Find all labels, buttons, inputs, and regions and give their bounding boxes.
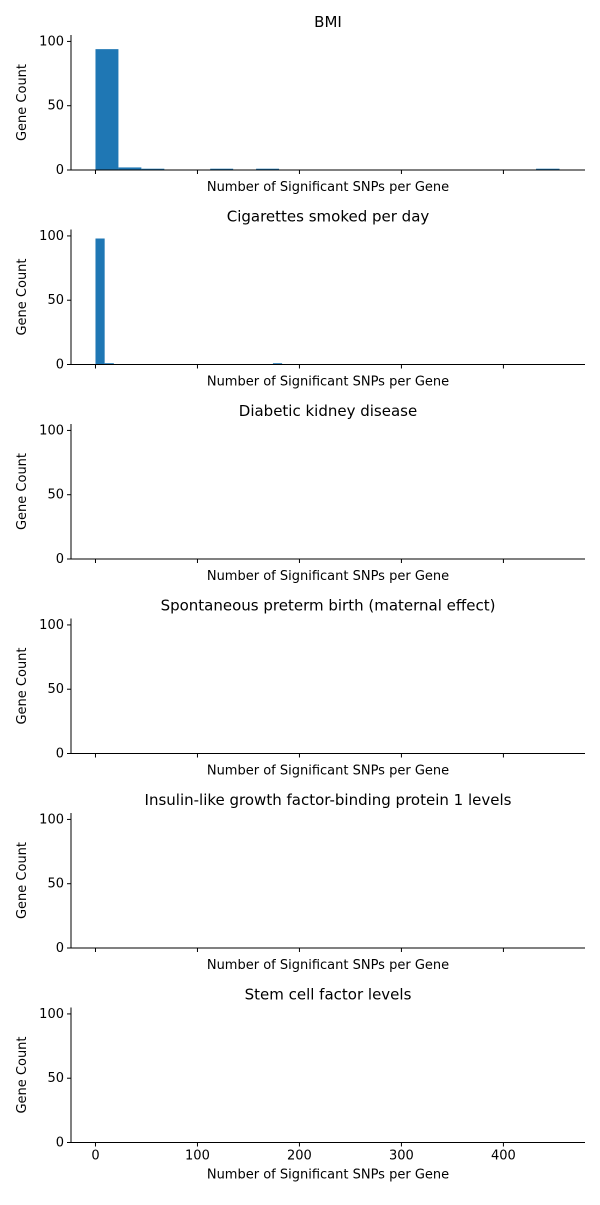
y-axis-label: Gene Count: [15, 453, 30, 530]
x-axis-label: Number of Significant SNPs per Gene: [207, 958, 449, 973]
histogram-bar: [118, 167, 142, 170]
histogram-bar: [141, 168, 165, 170]
y-axis-label: Gene Count: [15, 647, 30, 724]
subplot-4: 0 50 100 Spontaneous preterm birth (materna…: [15, 597, 585, 779]
y-tick-label: 50: [47, 682, 64, 697]
subplot-1: 0 50 100 BMI Number of Significant SNPs per …: [15, 13, 585, 195]
y-tick-label: 50: [47, 99, 64, 114]
y-tick-label: 100: [39, 618, 64, 633]
y-tick-label: 100: [39, 229, 64, 244]
subplot-title: BMI: [314, 13, 342, 31]
y-tick-label: 100: [39, 812, 64, 827]
y-tick-label: 50: [47, 488, 64, 503]
subplot-3: 0 50 100 Diabetic kidney disease Number of S…: [15, 402, 585, 584]
x-axis-label: Number of Significant SNPs per Gene: [207, 1168, 449, 1183]
histogram-bar: [210, 168, 234, 170]
y-axis-label: Gene Count: [15, 258, 30, 335]
y-tick-label: 0: [56, 747, 64, 762]
histogram-bar: [104, 363, 114, 365]
subplot-6: 0 50 100 0 100 200 300 400 Stem cell factor leve…: [15, 986, 585, 1183]
y-axis-label: Gene Count: [15, 842, 30, 919]
histogram-bar: [95, 238, 105, 365]
x-axis-label: Number of Significant SNPs per Gene: [207, 180, 449, 195]
y-tick-label: 0: [56, 1136, 64, 1151]
subplot-5: 0 50 100 Insulin-like growth factor-binding…: [15, 791, 585, 973]
y-tick-label: 50: [47, 877, 64, 892]
histogram-bar: [256, 168, 280, 170]
histogram-bar: [272, 363, 283, 365]
subplot-2: 0 50 100 Cigarettes smoked per day Number of…: [15, 208, 585, 390]
subplot-title: Diabetic kidney disease: [239, 402, 417, 420]
y-tick-label: 50: [47, 293, 64, 308]
y-tick-label: 100: [39, 423, 64, 438]
x-axis-label: Number of Significant SNPs per Gene: [207, 764, 449, 779]
x-tick-label: 0: [91, 1149, 99, 1164]
subplot-title: Stem cell factor levels: [245, 986, 412, 1004]
y-tick-label: 0: [56, 552, 64, 567]
x-tick-label: 400: [491, 1149, 516, 1164]
y-tick-label: 0: [56, 163, 64, 178]
x-tick-label: 100: [185, 1149, 210, 1164]
subplot-title: Spontaneous preterm birth (maternal effe…: [161, 597, 496, 615]
y-axis-label: Gene Count: [15, 64, 30, 141]
x-tick-label: 200: [287, 1149, 312, 1164]
y-tick-label: 100: [39, 1007, 64, 1022]
y-tick-label: 100: [39, 34, 64, 49]
x-axis-label: Number of Significant SNPs per Gene: [207, 569, 449, 584]
y-tick-label: 0: [56, 941, 64, 956]
y-axis-label: Gene Count: [15, 1036, 30, 1113]
histogram-bar: [95, 49, 119, 170]
y-tick-label: 0: [56, 358, 64, 373]
subplot-title: Cigarettes smoked per day: [227, 208, 430, 226]
histogram-bar: [536, 168, 560, 170]
x-axis-label: Number of Significant SNPs per Gene: [207, 375, 449, 390]
subplot-title: Insulin-like growth factor-binding prote…: [145, 791, 512, 809]
x-tick-label: 300: [389, 1149, 414, 1164]
y-tick-label: 50: [47, 1071, 64, 1086]
